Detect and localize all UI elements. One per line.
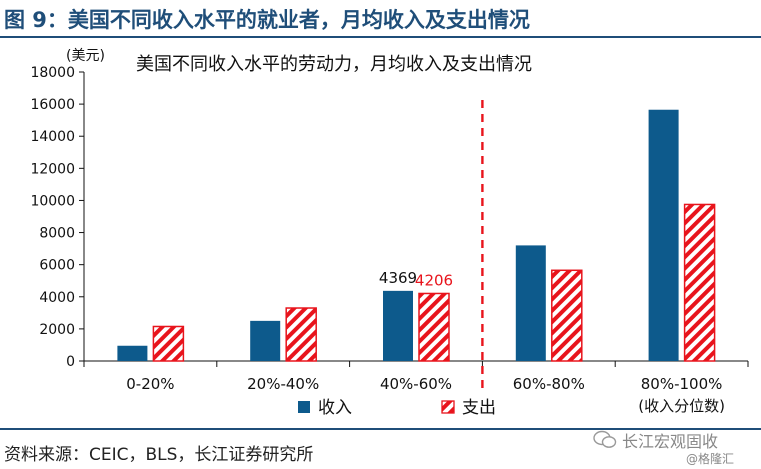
bar-income <box>515 245 546 361</box>
bar-income <box>250 320 281 361</box>
x-tick-label: 40%-60% <box>380 375 452 393</box>
bar-expense <box>551 269 583 362</box>
bottom-rule <box>0 428 761 430</box>
title-rule <box>0 36 761 38</box>
y-tick-label: 18000 <box>30 65 75 81</box>
bar-income <box>383 290 413 361</box>
data-label: 4206 <box>415 271 453 289</box>
y-tick-label: 0 <box>66 354 75 370</box>
figure-title: 图 9：美国不同收入水平的就业者，月均收入及支出情况 <box>4 8 530 32</box>
y-tick-label: 10000 <box>30 193 75 209</box>
bar-expense <box>683 203 716 362</box>
y-tick-label: 12000 <box>30 161 75 177</box>
x-tick-label: 0-20% <box>126 375 174 393</box>
bar-expense <box>418 292 450 362</box>
data-label: 4369 <box>379 269 417 287</box>
x-tick-label: 20%-40% <box>247 375 319 393</box>
legend-swatch-expense <box>441 400 455 414</box>
bar-expense <box>152 325 185 362</box>
x-axis-note: (收入分位数) <box>638 397 725 415</box>
source-note: 资料来源：CEIC，BLS，长江证券研究所 <box>4 445 314 465</box>
y-tick-label: 6000 <box>39 258 75 274</box>
legend-swatch-income <box>298 401 310 413</box>
x-tick-label: 60%-80% <box>513 375 585 393</box>
wechat-icon <box>593 430 617 448</box>
watermark-main: 长江宏观固收 <box>622 432 719 451</box>
bar-expense <box>285 307 317 362</box>
bar-income <box>648 109 679 361</box>
watermark-sub: @格隆汇 <box>686 452 735 466</box>
bar-income <box>117 345 148 361</box>
y-tick-label: 14000 <box>30 129 75 145</box>
y-tick-label: 2000 <box>39 322 75 338</box>
y-tick-label: 8000 <box>39 226 75 242</box>
legend-label-income: 收入 <box>318 398 352 418</box>
chart-title: 美国不同收入水平的劳动力，月均收入及支出情况 <box>136 54 532 75</box>
y-tick-label: 16000 <box>30 97 75 113</box>
y-tick-label: 4000 <box>39 290 75 306</box>
legend-label-expense: 支出 <box>462 398 496 418</box>
x-tick-label: 80%-100% <box>641 375 723 393</box>
y-unit-label: (美元) <box>66 48 105 64</box>
